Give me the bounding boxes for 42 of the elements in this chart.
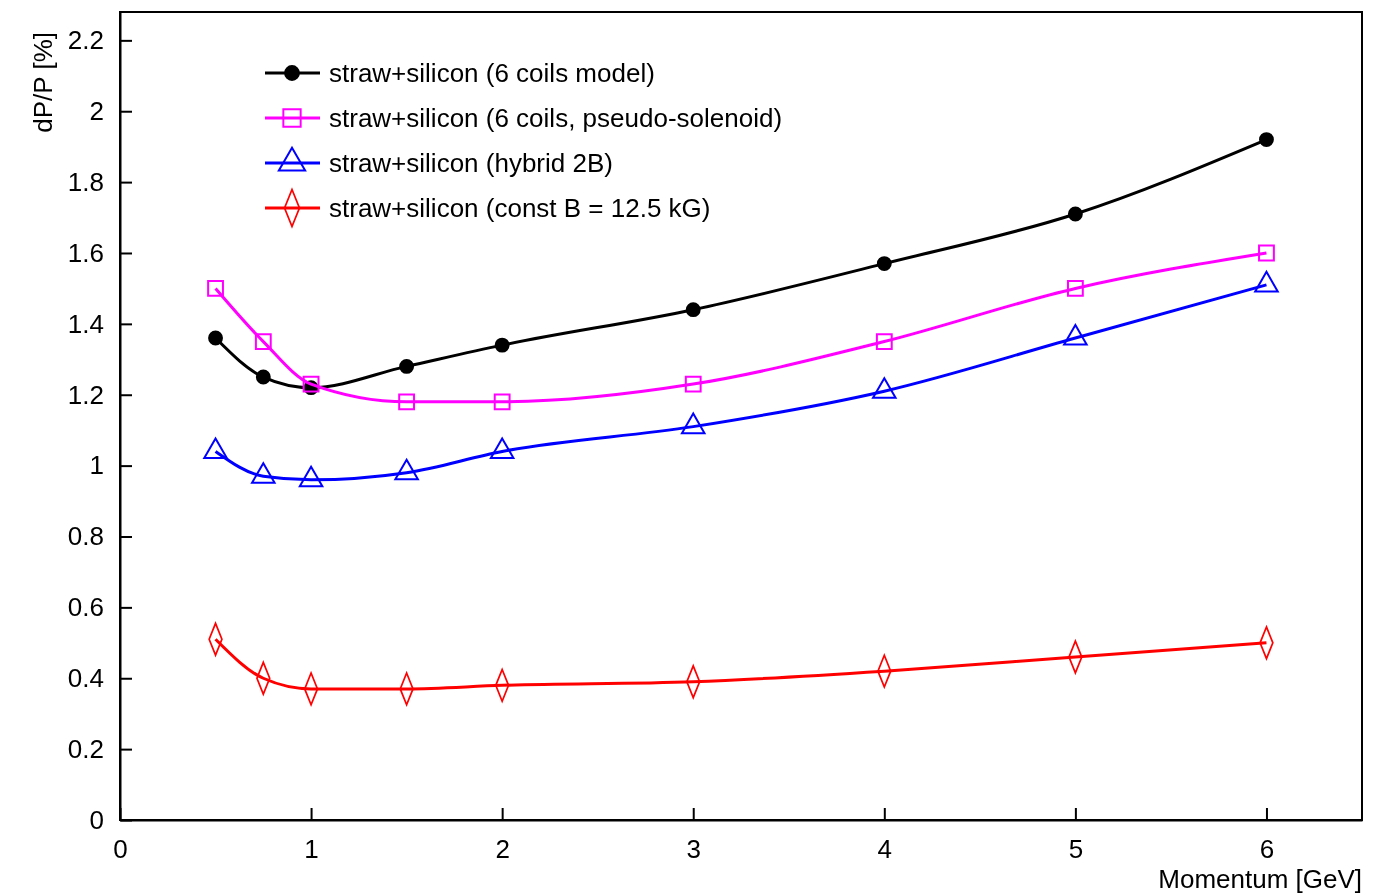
point [302,375,320,393]
y-tick-label: 0.2 [67,733,104,764]
point [1259,132,1274,147]
x-tick-label: 0 [113,834,128,865]
point [685,302,701,318]
x-tick-label: 1 [304,834,319,865]
y-tick-label: 0.8 [67,521,104,552]
y-tick-label: 1 [89,450,104,481]
y-axis-title: dP/P [%] [28,32,58,133]
y-tick-label: 0.6 [67,592,104,623]
x-tick-label: 4 [877,834,893,865]
point [398,393,416,411]
y-tick-label: 2 [89,96,104,127]
y-tick-label: 1.2 [67,379,104,410]
point [255,369,271,385]
x-tick-label: 2 [495,834,510,865]
y-tick-label: 0.4 [67,663,104,694]
legend-label: straw+silicon (hybrid 2B) [329,148,613,178]
point [399,358,415,374]
point [684,375,702,393]
legend-label: straw+silicon (6 coils model) [329,58,655,88]
point [208,330,223,346]
y-tick-label: 0 [89,804,104,835]
point [876,256,892,272]
y-tick-label: 1.8 [67,166,104,197]
point [254,333,272,350]
legend-label: straw+silicon (6 coils, pseudo-solenoid) [329,103,783,133]
point [493,393,511,411]
x-axis-title: Momentum [GeV] [1158,864,1362,894]
x-tick-label: 3 [686,834,701,865]
point [1066,280,1084,297]
point [875,333,893,350]
y-tick-label: 1.6 [67,237,104,268]
y-tick-label: 1.4 [67,308,104,339]
point [494,337,510,353]
y-tick-label: 2.2 [67,25,104,56]
point [1258,244,1275,262]
point [207,280,224,297]
x-tick-label: 5 [1068,834,1084,865]
point [1067,206,1083,222]
legend-label: straw+silicon (const B = 12.5 kG) [329,193,711,223]
x-tick-label: 6 [1259,834,1275,865]
